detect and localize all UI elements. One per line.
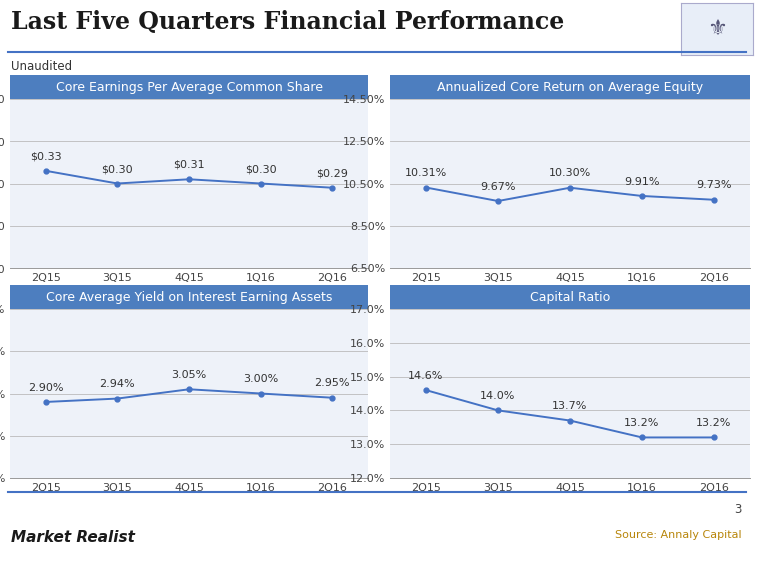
Text: 9.91%: 9.91%	[624, 177, 660, 187]
Text: 3: 3	[734, 503, 742, 516]
Text: 14.6%: 14.6%	[409, 371, 444, 381]
Text: 3.05%: 3.05%	[171, 370, 207, 380]
Text: Market Realist: Market Realist	[11, 530, 135, 545]
Text: ⚜: ⚜	[707, 19, 728, 39]
Text: 10.30%: 10.30%	[549, 168, 591, 179]
Text: $0.30: $0.30	[245, 164, 276, 174]
Text: 13.2%: 13.2%	[624, 418, 660, 428]
Text: Annualized Core Return on Average Equity: Annualized Core Return on Average Equity	[437, 81, 703, 93]
Text: 3.00%: 3.00%	[243, 374, 279, 384]
Text: 10.31%: 10.31%	[405, 168, 447, 178]
Text: 2.94%: 2.94%	[100, 379, 135, 389]
Text: 13.7%: 13.7%	[552, 401, 587, 411]
Text: $0.31: $0.31	[174, 160, 205, 170]
Text: Source: Annaly Capital: Source: Annaly Capital	[616, 530, 742, 540]
Text: Core Earnings Per Average Common Share: Core Earnings Per Average Common Share	[56, 81, 323, 93]
Text: 2.95%: 2.95%	[314, 378, 350, 389]
Text: 9.73%: 9.73%	[696, 180, 732, 190]
Text: Capital Ratio: Capital Ratio	[530, 291, 610, 303]
Text: Unaudited: Unaudited	[11, 60, 72, 73]
Text: 13.2%: 13.2%	[696, 418, 731, 428]
Text: Last Five Quarters Financial Performance: Last Five Quarters Financial Performance	[11, 10, 565, 34]
Text: $0.29: $0.29	[317, 168, 348, 179]
Text: 14.0%: 14.0%	[480, 391, 516, 401]
Text: $0.33: $0.33	[30, 151, 62, 161]
Text: 2.90%: 2.90%	[28, 383, 64, 393]
Text: $0.30: $0.30	[101, 164, 133, 174]
Text: 9.67%: 9.67%	[480, 182, 516, 192]
Text: Core Average Yield on Interest Earning Assets: Core Average Yield on Interest Earning A…	[46, 291, 333, 303]
